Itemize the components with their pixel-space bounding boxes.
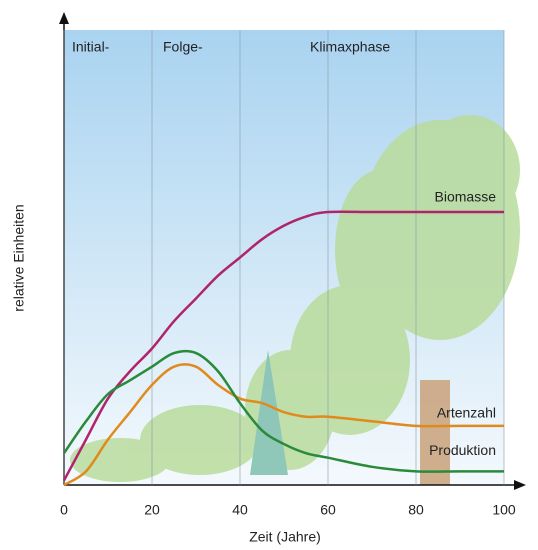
y-axis-label: relative Einheiten [11, 204, 27, 311]
x-tick-label: 40 [232, 502, 248, 518]
x-tick-label: 20 [144, 502, 160, 518]
series-label: Artenzahl [437, 405, 496, 421]
phase-label: Klimaxphase [310, 39, 390, 55]
x-axis-arrow [514, 480, 526, 490]
phase-label: Folge- [163, 39, 203, 55]
x-axis-label: Zeit (Jahre) [249, 529, 321, 545]
series-label: Biomasse [435, 189, 497, 205]
x-tick-label: 80 [408, 502, 424, 518]
phase-label: Initial- [72, 39, 110, 55]
x-tick-label: 60 [320, 502, 336, 518]
series-label: Produktion [429, 442, 496, 458]
page: Zeit (Jahre) relative Einheiten Initial-… [0, 0, 538, 550]
chart: Zeit (Jahre) relative Einheiten Initial-… [0, 0, 538, 550]
x-tick-label: 0 [60, 502, 68, 518]
y-axis-arrow [59, 12, 69, 24]
x-tick-label: 100 [492, 502, 516, 518]
